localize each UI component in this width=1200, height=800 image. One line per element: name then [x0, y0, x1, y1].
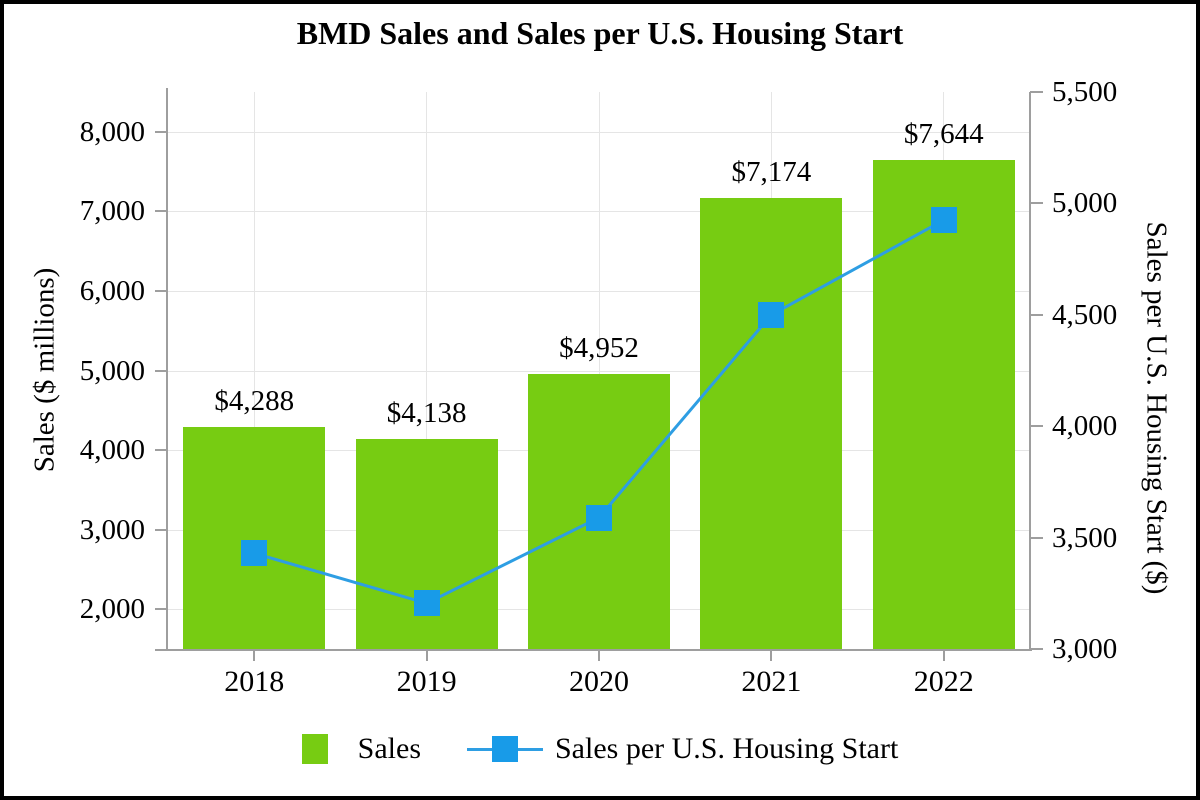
line-marker-2020	[586, 504, 612, 531]
gridline-horizontal	[168, 370, 1030, 372]
y-axis-left-tick-label: 7,000	[79, 195, 145, 228]
y-axis-right-tick-label: 3,000	[1052, 633, 1118, 665]
x-axis-tick-label: 2019	[396, 665, 457, 698]
gridline-horizontal	[168, 290, 1030, 292]
line-marker-2018	[241, 540, 268, 567]
x-axis-tick	[253, 649, 256, 661]
y-axis-right-tick	[1030, 202, 1043, 205]
y-axis-right-tick	[1030, 648, 1043, 650]
right-axis-title: Sales per U.S. Housing Start ($)	[1140, 221, 1173, 595]
gridline-horizontal	[168, 131, 1030, 133]
housing-start-legend-label: Sales per U.S. Housing Start	[555, 732, 899, 765]
line-marker-2019	[413, 590, 440, 617]
line-marker-legend-icon	[467, 734, 543, 764]
bar-2022	[872, 160, 1015, 649]
legend: Sales Sales per U.S. Housing Start	[4, 732, 1196, 766]
bar-value-label: $7,174	[731, 155, 812, 188]
bar-value-label: $4,138	[386, 397, 467, 430]
y-axis-left-tick-label: 5,000	[79, 354, 145, 387]
x-axis-tick	[425, 649, 428, 661]
y-axis-right-spine	[1029, 92, 1031, 651]
y-axis-left-tick-label: 8,000	[79, 115, 145, 148]
y-axis-left-tick-label: 2,000	[79, 593, 145, 626]
y-axis-right-tick	[1030, 91, 1043, 93]
y-axis-left-tick	[155, 369, 168, 372]
y-axis-right-tick-label: 3,500	[1052, 521, 1118, 554]
y-axis-left-tick	[155, 528, 168, 531]
y-axis-right-tick	[1030, 313, 1043, 316]
legend-item-housing-start: Sales per U.S. Housing Start	[467, 732, 898, 766]
legend-item-sales: Sales	[301, 732, 421, 766]
left-axis-title: Sales ($ millions)	[28, 267, 61, 473]
bar-value-label: $7,644	[903, 118, 984, 151]
y-axis-right-tick	[1030, 536, 1043, 539]
y-axis-left-tick	[155, 210, 168, 213]
bar-2021	[700, 197, 843, 649]
housing-start-line	[253, 218, 945, 605]
y-axis-left-tick	[155, 608, 168, 611]
x-axis-tick	[598, 649, 600, 661]
y-axis-right-tick-label: 4,000	[1052, 410, 1118, 443]
x-axis-tick	[770, 649, 773, 661]
x-axis-spine	[155, 649, 1032, 651]
y-axis-left-tick-label: 3,000	[79, 513, 145, 546]
sales-legend-label: Sales	[357, 732, 421, 765]
y-axis-left-tick	[155, 289, 168, 292]
y-axis-right-tick-label: 5,500	[1052, 76, 1118, 108]
sales-legend-swatch-icon	[301, 734, 328, 764]
y-axis-right-tick-label: 5,000	[1052, 187, 1118, 220]
line-marker-2022	[930, 207, 957, 234]
bar-value-label: $4,952	[559, 332, 639, 365]
x-axis-tick-label: 2018	[224, 665, 285, 698]
y-axis-left-tick-label: 6,000	[79, 274, 145, 307]
x-axis-tick-label: 2020	[569, 665, 629, 698]
bar-2018	[183, 427, 326, 649]
line-marker-2021	[758, 301, 785, 328]
bar-value-label: $4,288	[214, 385, 295, 418]
y-axis-right-tick	[1030, 425, 1043, 428]
y-axis-left-spine	[166, 88, 168, 651]
y-axis-right-tick-label: 4,500	[1052, 298, 1118, 331]
x-axis-tick-label: 2022	[913, 665, 974, 698]
x-axis-tick-label: 2021	[741, 665, 802, 698]
x-axis-tick	[942, 649, 945, 661]
chart-title: BMD Sales and Sales per U.S. Housing Sta…	[296, 15, 904, 51]
gridline-horizontal	[168, 211, 1030, 213]
y-axis-left-tick-label: 4,000	[79, 434, 145, 467]
plot-area: 2,000 3,000 4,000 5,000 6,000 7,000 8,000 3,000…	[4, 4, 1196, 796]
y-axis-left-tick	[155, 449, 168, 452]
y-axis-left-tick	[155, 130, 168, 133]
